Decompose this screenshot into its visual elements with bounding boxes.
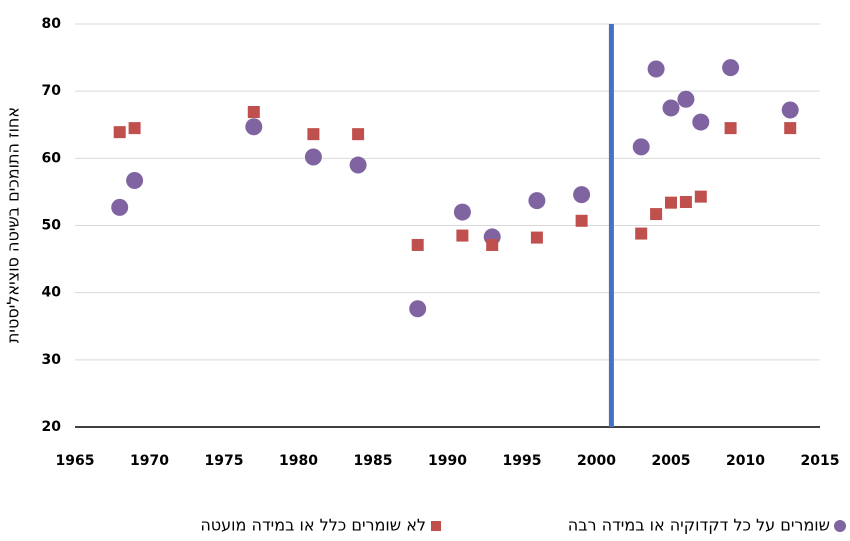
- y-axis-label: אחוז התומכים בשיטה סוציאליסטית: [4, 107, 23, 343]
- x-tick-label: 1990: [428, 453, 467, 469]
- point: [245, 118, 263, 136]
- point: [575, 214, 588, 227]
- point: [692, 113, 710, 131]
- x-tick-label: 1985: [354, 453, 393, 469]
- point: [530, 231, 543, 244]
- point: [304, 148, 322, 166]
- legend-label: לא שומרים כלל או במידה מועטה: [200, 516, 426, 535]
- point: [349, 156, 367, 174]
- point: [632, 138, 650, 156]
- point: [453, 203, 471, 221]
- legend-marker: [834, 520, 846, 532]
- point: [677, 90, 695, 108]
- point: [528, 192, 546, 210]
- point: [247, 105, 260, 118]
- x-tick-label: 2000: [577, 453, 616, 469]
- y-tick-label: 30: [42, 352, 62, 368]
- y-tick-label: 20: [42, 419, 62, 435]
- point: [352, 128, 365, 141]
- x-tick-label: 1965: [56, 453, 95, 469]
- point: [635, 227, 648, 240]
- point: [411, 238, 424, 251]
- y-tick-label: 80: [42, 16, 62, 32]
- point: [456, 229, 469, 242]
- x-tick-label: 1975: [205, 453, 244, 469]
- point: [665, 196, 677, 209]
- y-tick-label: 40: [42, 285, 62, 301]
- point: [781, 101, 799, 119]
- point: [650, 208, 663, 221]
- point: [128, 122, 141, 135]
- x-tick-label: 2010: [726, 453, 765, 469]
- point: [573, 186, 591, 204]
- y-tick-label: 60: [42, 150, 62, 166]
- point: [784, 122, 797, 135]
- point: [111, 198, 129, 216]
- legend-label: שומרים על כל דקדוקיה או במידה רבה: [568, 516, 830, 535]
- point: [126, 171, 144, 189]
- point: [662, 99, 680, 117]
- x-tick-label: 2015: [801, 453, 840, 469]
- y-tick-label: 70: [42, 83, 62, 99]
- point: [409, 300, 427, 318]
- point: [724, 122, 737, 135]
- x-tick-label: 1995: [503, 453, 542, 469]
- point: [647, 60, 665, 78]
- point: [679, 195, 692, 208]
- point: [113, 126, 126, 139]
- x-tick-label: 2005: [652, 453, 691, 469]
- y-tick-label: 50: [42, 218, 62, 234]
- point: [486, 238, 499, 251]
- point: [722, 59, 740, 77]
- point: [307, 128, 320, 141]
- x-tick-label: 1980: [279, 453, 318, 469]
- legend-marker: [431, 521, 441, 531]
- point: [694, 190, 707, 203]
- x-tick-label: 1970: [130, 453, 169, 469]
